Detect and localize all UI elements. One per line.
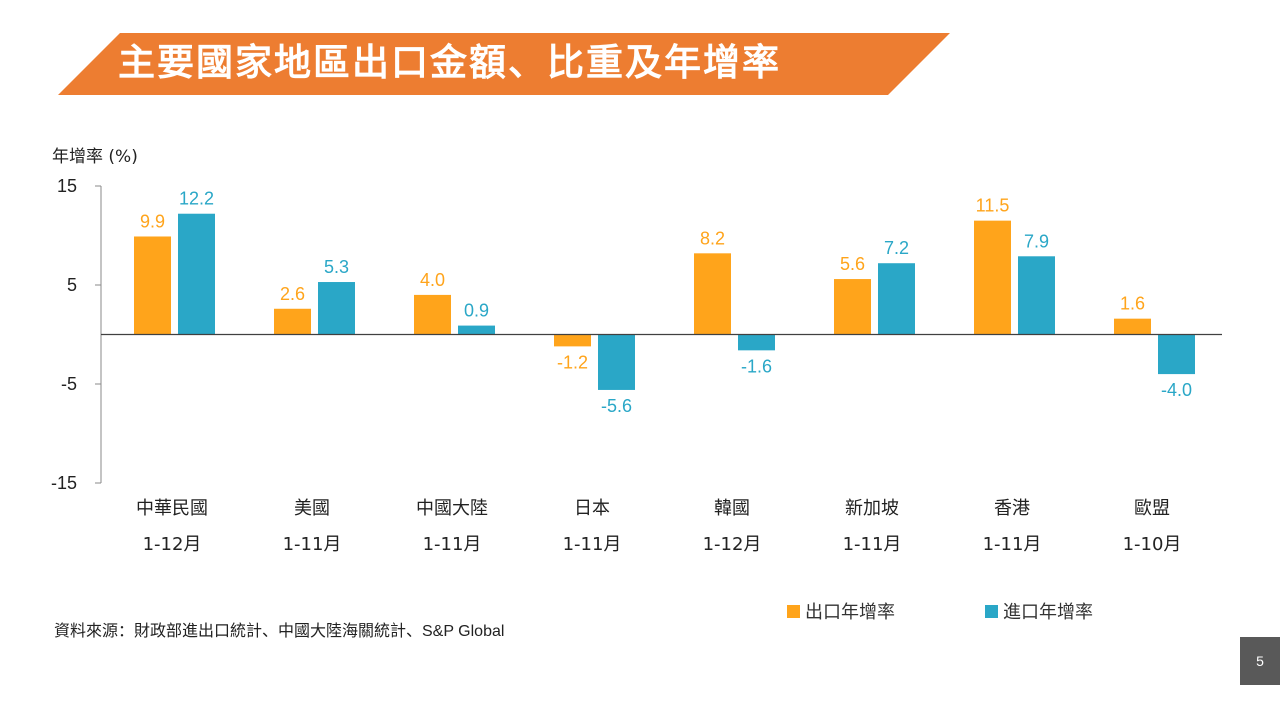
category-label: 中國大陸: [416, 498, 488, 519]
period-label: 1-12月: [703, 534, 762, 555]
y-axis-title: 年增率 (%): [52, 147, 138, 167]
period-label: 1-10月: [1123, 534, 1182, 555]
export-data-label: 8.2: [700, 228, 725, 248]
category-label: 歐盟: [1134, 498, 1170, 519]
export-bar: [1114, 318, 1151, 335]
import-data-label: -5.6: [601, 396, 632, 416]
export-bar: [694, 253, 731, 335]
y-tick-label: -15: [51, 473, 77, 493]
category-label: 韓國: [714, 498, 750, 519]
source-note: 資料來源：財政部進出口統計、中國大陸海關統計、S&P Global: [54, 623, 505, 640]
period-label: 1-11月: [423, 534, 482, 555]
export-data-label: 4.0: [420, 270, 445, 290]
y-tick-label: -5: [61, 374, 77, 394]
export-bar: [414, 294, 451, 335]
import-data-label: 7.2: [884, 238, 909, 258]
export-bar: [974, 220, 1011, 335]
import-data-label: -1.6: [741, 356, 772, 376]
category-label: 美國: [294, 498, 330, 519]
legend-item-export: 出口年增率: [787, 598, 895, 624]
legend-label-import: 進口年增率: [1003, 602, 1093, 622]
title-banner: [58, 33, 950, 95]
legend-label-export: 出口年增率: [805, 602, 895, 622]
export-data-label: 2.6: [280, 284, 305, 304]
import-data-label: 5.3: [324, 257, 349, 277]
export-bar: [134, 236, 171, 335]
import-bar: [1018, 256, 1055, 335]
export-data-label: 11.5: [976, 196, 1010, 216]
import-data-label: -4.0: [1161, 380, 1192, 400]
category-label: 中華民國: [136, 498, 208, 519]
export-data-label: -1.2: [557, 352, 588, 372]
category-label: 日本: [574, 498, 610, 519]
export-data-label: 1.6: [1120, 294, 1145, 314]
import-data-label: 0.9: [464, 301, 489, 321]
y-tick-label: 5: [67, 275, 77, 295]
import-data-label: 7.9: [1024, 231, 1049, 251]
period-label: 1-12月: [143, 534, 202, 555]
export-data-label: 5.6: [840, 254, 865, 274]
page-number: 5: [1240, 637, 1280, 685]
slide-title: 主要國家地區出口金額、比重及年增率: [118, 41, 781, 84]
legend-item-import: 進口年增率: [985, 598, 1093, 624]
import-data-label: 12.2: [179, 189, 214, 209]
import-bar: [1158, 334, 1195, 375]
import-bar: [738, 334, 775, 351]
export-bar: [834, 279, 871, 335]
category-label: 香港: [994, 498, 1030, 519]
legend-swatch-export: [787, 604, 800, 618]
import-bar: [598, 334, 635, 390]
export-bar: [554, 334, 591, 347]
import-bar: [318, 282, 355, 335]
period-label: 1-11月: [843, 534, 902, 555]
import-bar: [458, 325, 495, 335]
y-tick-label: 15: [57, 176, 77, 196]
period-label: 1-11月: [983, 534, 1042, 555]
bar-chart: 年增率 (%) 15 5 -5 -15 9.9 12.2 中華民國 1-12月 2.6 5.3 美國 1…: [51, 147, 1222, 555]
period-label: 1-11月: [283, 534, 342, 555]
import-bar: [878, 263, 915, 335]
title-banner-shape: [58, 33, 950, 95]
export-data-label: 9.9: [140, 211, 165, 231]
category-label: 新加坡: [845, 498, 899, 519]
legend-swatch-import: [985, 604, 998, 618]
export-bar: [274, 308, 311, 335]
period-label: 1-11月: [563, 534, 622, 555]
import-bar: [178, 213, 215, 335]
